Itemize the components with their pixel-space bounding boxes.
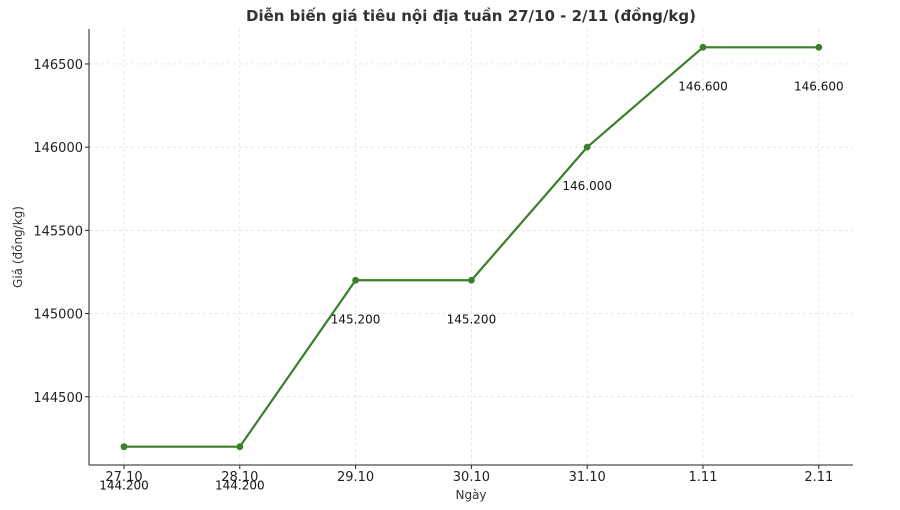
x-tick-label: 31.10	[569, 470, 606, 485]
data-point	[815, 43, 823, 51]
grid	[89, 29, 853, 465]
x-tick-label: 27.10	[105, 470, 142, 485]
data-point	[699, 43, 707, 51]
data-label: 144.200	[215, 479, 265, 493]
y-tick-label: 146000	[33, 141, 83, 156]
data-label: 146.000	[562, 179, 612, 193]
chart-title: Diễn biến giá tiêu nội địa tuần 27/10 - …	[246, 6, 696, 25]
y-axis-ticks: 144500 145000 145500 146000 146500	[33, 58, 89, 406]
data-labels: 144.200 144.200 145.200 145.200 146.000 146.6…	[99, 79, 843, 492]
x-tick-label: 2.11	[804, 470, 833, 485]
y-tick-label: 146500	[33, 58, 83, 73]
x-tick-label: 30.10	[453, 470, 490, 485]
data-point	[120, 443, 128, 451]
axes	[88, 29, 853, 466]
series	[120, 43, 823, 451]
data-point	[583, 143, 591, 151]
x-tick-label: 1.11	[689, 470, 718, 485]
y-axis-label: Giá (đồng/kg)	[11, 206, 25, 288]
data-label: 146.600	[794, 79, 844, 93]
data-label: 145.200	[331, 312, 381, 326]
y-tick-label: 145000	[33, 308, 83, 323]
data-label: 144.200	[99, 479, 149, 493]
data-point	[236, 443, 244, 451]
y-tick-label: 144500	[33, 391, 83, 406]
data-label: 146.600	[678, 79, 728, 93]
x-tick-label: 28.10	[221, 470, 258, 485]
data-label: 145.200	[447, 312, 497, 326]
x-axis-ticks: 27.10 28.10 29.10 30.10 31.10 1.11 2.11	[105, 465, 833, 485]
data-point	[352, 276, 359, 284]
x-axis-label: Ngày	[455, 488, 486, 502]
x-tick-label: 29.10	[337, 470, 374, 485]
data-point	[468, 276, 475, 284]
y-tick-label: 145500	[33, 224, 83, 239]
